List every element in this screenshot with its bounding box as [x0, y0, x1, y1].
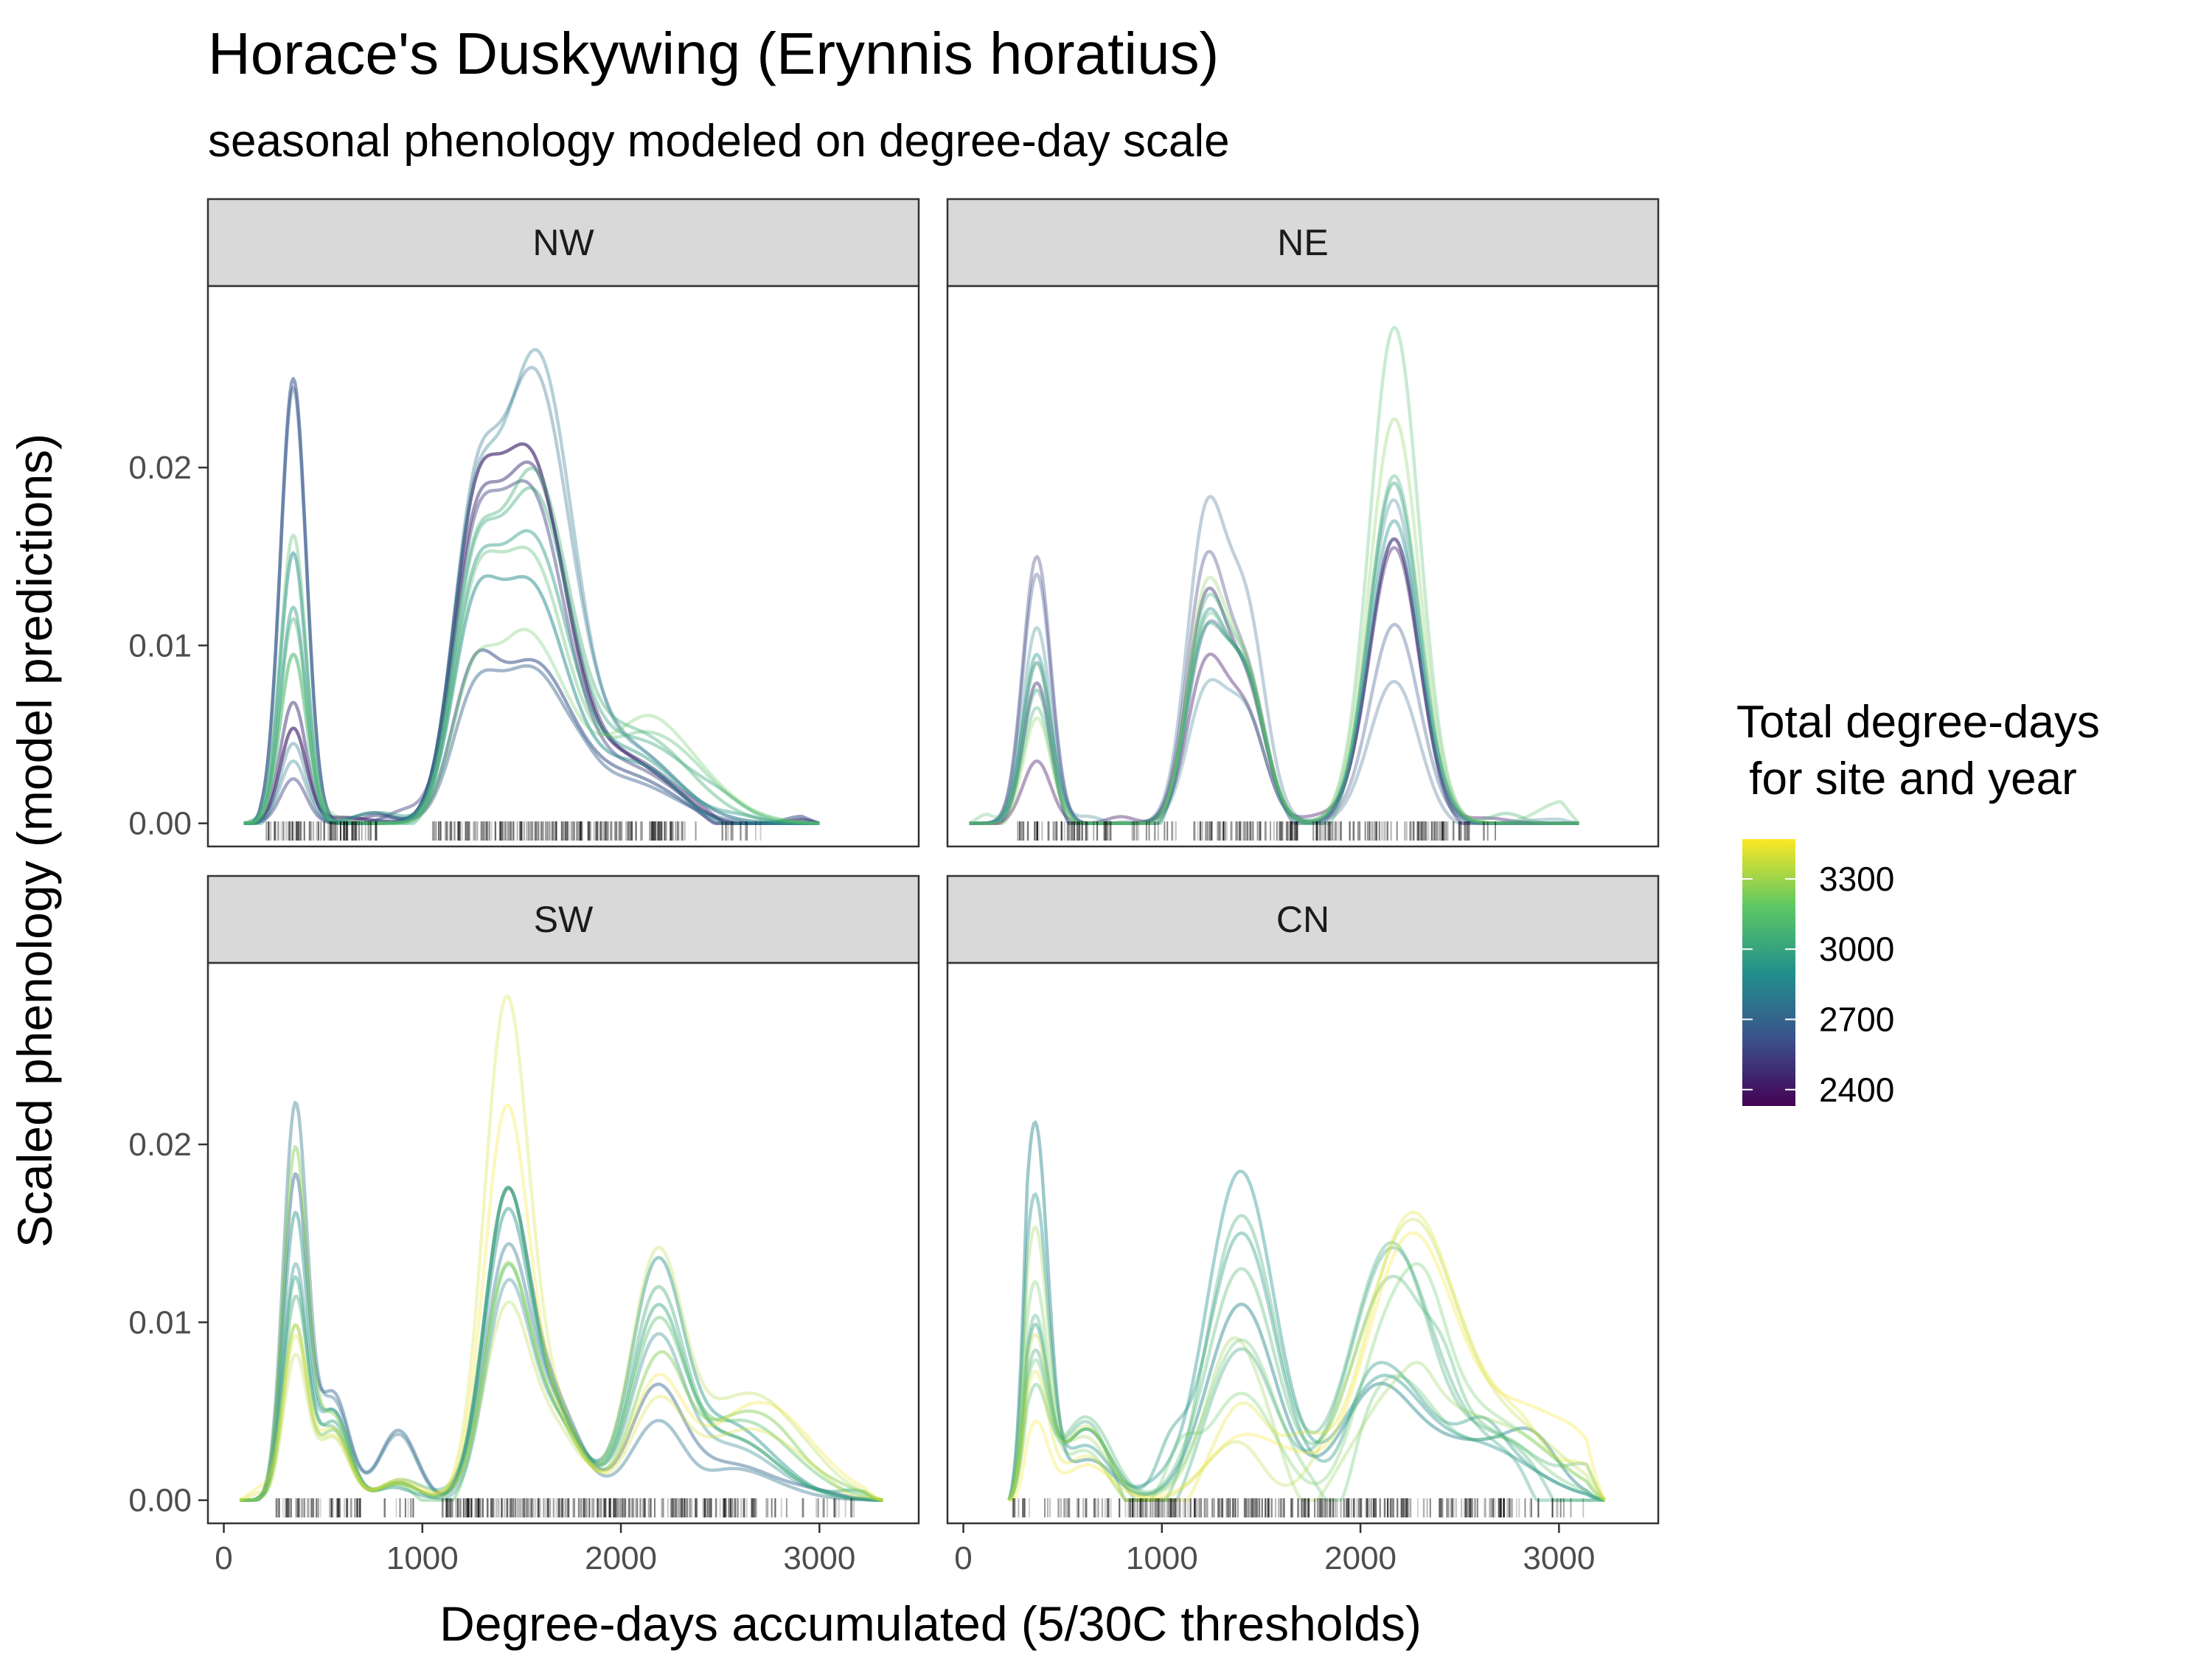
facet-cn: CN 0 1000 2000 3000: [946, 874, 1660, 1576]
series-line-cn-8: [1007, 1262, 1606, 1502]
colorbar: 3300 3000 2700 2400: [1742, 839, 1894, 1109]
series-lines-cn: [1007, 1120, 1607, 1502]
facet-strip-label: NW: [532, 222, 594, 263]
series-line-ne-7: [969, 519, 1579, 825]
series-line-ne-3: [969, 537, 1579, 825]
series-line-cn-9: [1007, 1225, 1606, 1502]
series-line-sw-7: [240, 1262, 883, 1502]
series-line-sw-8: [240, 1145, 883, 1502]
series-line-cn-1: [1007, 1120, 1605, 1502]
series-line-cn-10: [1007, 1217, 1606, 1502]
facet-strip-label: NE: [1277, 222, 1328, 263]
facet-strip-sw: [206, 874, 920, 964]
y-tick-label: 0.00: [128, 1483, 192, 1519]
color-legend: Total degree-days for site and year 3300…: [1736, 697, 2100, 1109]
x-tick-label: 3000: [1523, 1540, 1595, 1576]
series-line-sw-10: [239, 994, 883, 1502]
series-line-ne-11: [969, 417, 1579, 825]
legend-title-line1: Total degree-days: [1736, 697, 2100, 748]
rug-cn: [1012, 1498, 1585, 1517]
x-tick-label: 2000: [1324, 1540, 1397, 1576]
series-line-sw-3: [240, 1262, 883, 1502]
y-axis-title: Scaled phenology (model predictions): [7, 434, 62, 1248]
series-line-sw-4: [240, 1206, 883, 1502]
facet-sw: SW 0.00 0.01 0.02 0 1000 2000 3000: [128, 874, 920, 1576]
panel-border-ne: [946, 285, 1660, 848]
series-line-ne-6: [969, 498, 1579, 825]
y-tick-label: 0.02: [128, 1127, 192, 1163]
series-lines-sw: [239, 994, 884, 1502]
panel-border-cn: [946, 961, 1660, 1525]
legend-title-line2: for site and year: [1736, 754, 2077, 804]
facet-panels: NW 0.00 0.01 0.02 NE SW 0.00 0.01 0.02 0 1000 2000 3…: [128, 198, 1660, 1576]
rug-sw: [275, 1498, 855, 1517]
series-line-cn-5: [1007, 1214, 1605, 1502]
series-line-cn-12: [1009, 1231, 1607, 1502]
colorbar-label: 3300: [1819, 860, 1894, 898]
chart-subtitle: seasonal phenology modeled on degree-day…: [208, 116, 1230, 167]
x-tick-label: 2000: [585, 1540, 657, 1576]
series-line-sw-11: [239, 1103, 884, 1502]
series-line-ne-8: [969, 481, 1579, 825]
series-line-ne-1: [969, 546, 1579, 825]
series-line-cn-6: [1007, 1267, 1607, 1502]
chart-title: Horace's Duskywing (Erynnis horatius): [208, 21, 1219, 86]
series-line-nw-12: [243, 533, 820, 825]
series-line-sw-9: [240, 1245, 883, 1502]
series-line-sw-1: [240, 1172, 883, 1502]
colorbar-gradient: [1742, 839, 1795, 1106]
facet-strip-label: SW: [534, 899, 594, 940]
colorbar-label: 3000: [1819, 930, 1894, 968]
series-line-cn-11: [1007, 1210, 1607, 1502]
series-line-cn-2: [1007, 1169, 1605, 1502]
facet-nw: NW 0.00 0.01 0.02: [128, 198, 920, 848]
facet-strip-cn: [946, 874, 1660, 964]
rug-nw: [265, 821, 762, 841]
x-tick-label: 1000: [386, 1540, 459, 1576]
series-line-nw-11: [243, 466, 820, 825]
series-line-ne-2: [969, 537, 1579, 825]
series-line-nw-8: [243, 551, 820, 825]
series-line-ne-5: [969, 495, 1579, 825]
x-tick-label: 1000: [1126, 1540, 1198, 1576]
colorbar-label: 2700: [1819, 1001, 1894, 1039]
series-line-cn-4: [1007, 1245, 1605, 1502]
series-line-sw-5: [240, 1185, 883, 1502]
panel-border-sw: [206, 961, 920, 1525]
x-axis-title: Degree-days accumulated (5/30C threshold…: [439, 1596, 1422, 1651]
series-line-cn-3: [1007, 1231, 1605, 1502]
x-tick-label: 3000: [783, 1540, 855, 1576]
x-tick-label: 0: [215, 1540, 232, 1576]
y-tick-label: 0.01: [128, 627, 192, 664]
series-line-nw-9: [243, 529, 820, 825]
series-lines-ne: [968, 325, 1580, 825]
colorbar-label: 2400: [1819, 1071, 1894, 1109]
series-line-sw-2: [240, 1101, 883, 1502]
facet-ne: NE: [946, 198, 1660, 848]
y-tick-label: 0.02: [128, 450, 192, 486]
y-tick-label: 0.00: [128, 806, 192, 842]
series-line-nw-13: [243, 627, 820, 825]
series-line-nw-10: [243, 486, 820, 825]
y-tick-label: 0.01: [128, 1304, 192, 1340]
series-line-cn-7: [1007, 1338, 1605, 1502]
series-line-ne-4: [969, 572, 1579, 825]
series-lines-nw: [243, 347, 820, 825]
x-tick-label: 0: [954, 1540, 972, 1576]
series-line-ne-10: [968, 325, 1580, 825]
facet-strip-label: CN: [1276, 899, 1329, 940]
rug-ne: [1017, 821, 1496, 841]
facet-strip-nw: [206, 198, 920, 288]
series-line-sw-6: [240, 1186, 883, 1502]
series-line-ne-9: [969, 474, 1579, 825]
